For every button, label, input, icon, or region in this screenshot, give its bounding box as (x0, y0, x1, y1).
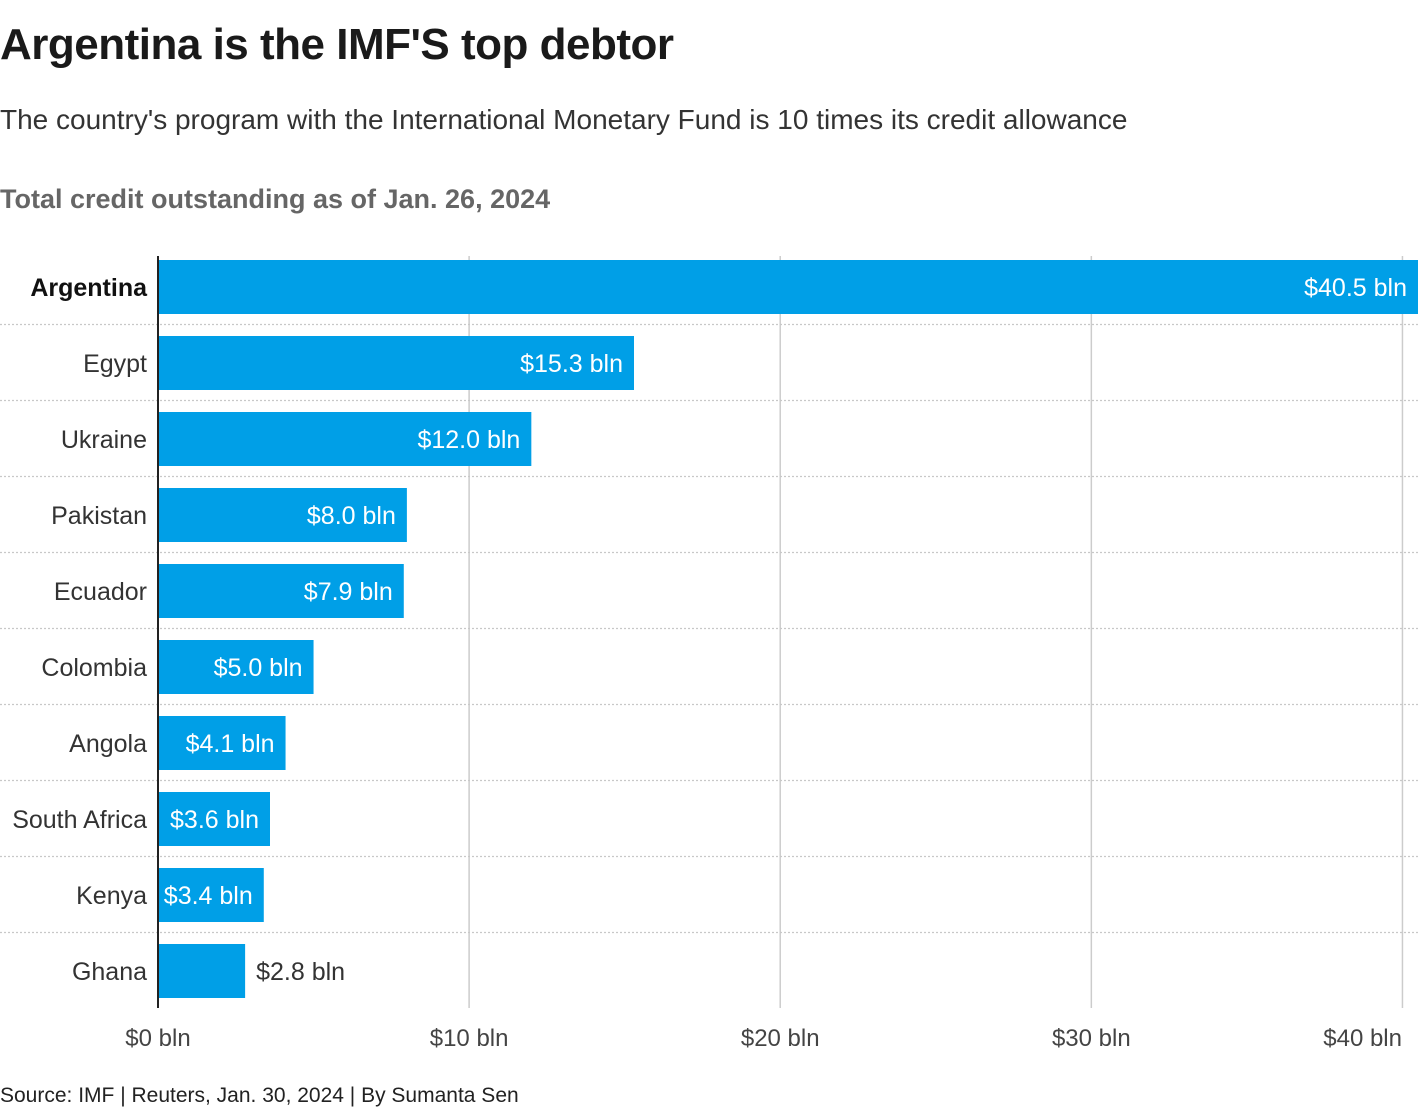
x-axis-ticks: $0 bln $10 bln $20 bln $30 bln $40 bln (125, 1025, 1402, 1052)
x-tick-label-20: $20 bln (741, 1025, 820, 1052)
category-label-south-africa: South Africa (12, 806, 147, 834)
bar-ukraine (158, 412, 532, 466)
value-label-egypt: $15.3 bln (520, 350, 623, 378)
x-tick-label-40: $40 bln (1323, 1025, 1402, 1052)
bar-kenya (158, 868, 264, 922)
value-label-kenya: $3.4 bln (164, 882, 253, 910)
bar-ghana (158, 944, 246, 998)
category-label-colombia: Colombia (41, 654, 147, 682)
row-separators (0, 323, 1420, 934)
bar-chart: Argentina Egypt Ukraine Pakistan Ecuador Colo… (0, 256, 1420, 1052)
chart-heading: Total credit outstanding as of Jan. 26, … (0, 184, 551, 214)
bar-angola (158, 716, 286, 770)
category-label-argentina: Argentina (30, 274, 148, 302)
chart-subtitle: The country's program with the Internati… (0, 104, 1128, 135)
category-label-ghana: Ghana (72, 958, 147, 986)
source-note: Source: IMF | Reuters, Jan. 30, 2024 | B… (0, 1084, 519, 1107)
value-label-ghana: $2.8 bln (256, 958, 345, 986)
bar-south-africa (158, 792, 270, 846)
category-label-angola: Angola (69, 730, 147, 758)
value-label-south-africa: $3.6 bln (170, 806, 259, 834)
chart-title: Argentina is the IMF'S top debtor (0, 20, 674, 69)
category-label-egypt: Egypt (83, 350, 147, 378)
value-label-argentina: $40.5 bln (1304, 274, 1407, 302)
category-label-pakistan: Pakistan (51, 502, 147, 530)
category-label-ecuador: Ecuador (54, 578, 147, 606)
value-label-angola: $4.1 bln (186, 730, 275, 758)
category-label-ukraine: Ukraine (61, 426, 147, 454)
bars (158, 260, 1418, 998)
category-labels: Argentina Egypt Ukraine Pakistan Ecuador Colo… (12, 274, 148, 986)
bar-ecuador (158, 564, 404, 618)
bar-pakistan (158, 488, 407, 542)
x-tick-label-10: $10 bln (430, 1025, 509, 1052)
bar-egypt (158, 336, 634, 390)
category-label-kenya: Kenya (76, 882, 147, 910)
value-label-pakistan: $8.0 bln (307, 502, 396, 530)
value-label-ecuador: $7.9 bln (304, 578, 393, 606)
bar-argentina (158, 260, 1418, 314)
x-tick-label-0: $0 bln (125, 1025, 190, 1052)
value-labels: $40.5 bln $15.3 bln $12.0 bln $8.0 bln $7.9 … (164, 274, 1407, 986)
value-label-ukraine: $12.0 bln (417, 426, 520, 454)
x-tick-label-30: $30 bln (1052, 1025, 1131, 1052)
value-label-colombia: $5.0 bln (214, 654, 303, 682)
bar-colombia (158, 640, 314, 694)
